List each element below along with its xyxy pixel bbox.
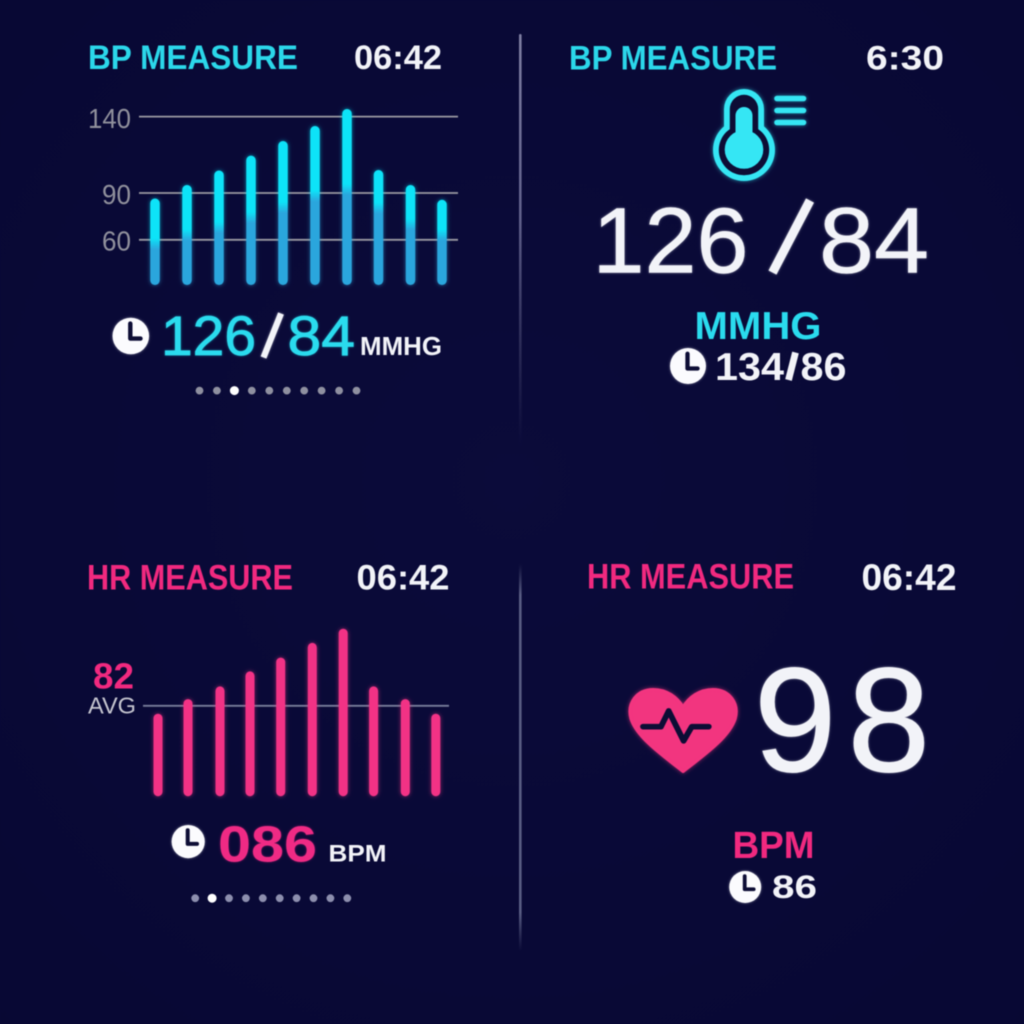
svg-text:126: 126	[161, 304, 256, 367]
svg-text:BP MEASURE: BP MEASURE	[569, 40, 777, 78]
svg-text:BP MEASURE: BP MEASURE	[88, 39, 298, 77]
svg-text:86: 86	[801, 346, 847, 389]
svg-text:HR MEASURE: HR MEASURE	[87, 557, 293, 597]
svg-text:MMHG: MMHG	[360, 333, 442, 361]
svg-text:086: 086	[218, 816, 317, 873]
svg-text:60: 60	[102, 226, 131, 257]
svg-text:06:42: 06:42	[354, 39, 442, 77]
svg-text:MMHG: MMHG	[695, 305, 822, 348]
svg-text:126: 126	[593, 189, 749, 293]
svg-text:AVG: AVG	[88, 692, 136, 718]
svg-text:6:30: 6:30	[866, 40, 944, 78]
svg-text:86: 86	[772, 869, 817, 905]
svg-text:90: 90	[102, 179, 131, 210]
svg-text:BPM: BPM	[329, 841, 387, 868]
svg-text:84: 84	[288, 304, 356, 367]
svg-text:82: 82	[93, 655, 134, 696]
svg-text:HR MEASURE: HR MEASURE	[587, 557, 794, 597]
svg-text:134: 134	[715, 346, 784, 389]
svg-text:06:42: 06:42	[862, 557, 957, 598]
svg-text:06:42: 06:42	[357, 557, 450, 597]
svg-text:BPM: BPM	[733, 825, 815, 867]
svg-text:140: 140	[88, 103, 131, 134]
svg-text:84: 84	[819, 189, 929, 293]
